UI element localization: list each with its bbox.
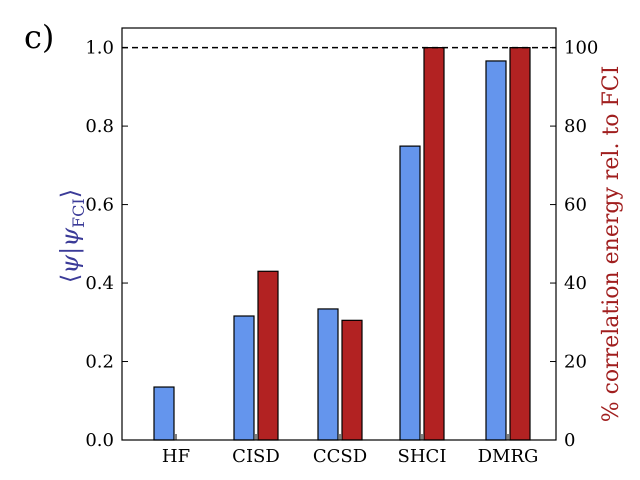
- right-tick-label: 0: [564, 430, 575, 451]
- bar-left-dmrg: [485, 60, 507, 441]
- left-axis-label-bar: |: [56, 247, 85, 255]
- x-axis-ticks: HF CISD CCSD SHCI DMRG: [162, 434, 538, 467]
- x-tick-label-cisd: CISD: [232, 446, 280, 467]
- x-tick-label-dmrg: DMRG: [478, 446, 539, 467]
- x-tick-label-ccsd: CCSD: [313, 446, 367, 467]
- bar-right-dmrg: [509, 47, 531, 441]
- left-axis-ticks: 0.0 0.2 0.4 0.6 0.8 1.0: [85, 38, 128, 451]
- left-tick-label: 1.0: [85, 38, 114, 59]
- panel-label: c): [24, 18, 54, 56]
- right-axis-label: % correlation energy rel. to FCI: [599, 66, 624, 423]
- right-tick-label: 80: [564, 116, 587, 137]
- bar-left-cisd: [233, 315, 255, 441]
- left-tick-label: 0.4: [85, 273, 114, 294]
- right-tick-label: 20: [564, 352, 587, 373]
- x-tick-label-shci: SHCI: [398, 446, 447, 467]
- left-axis-label-bra: ⟨: [56, 274, 84, 283]
- bars-left-series: [153, 60, 507, 441]
- bar-right-shci: [423, 47, 445, 441]
- right-tick-label: 100: [564, 38, 598, 59]
- bar-right-ccsd: [341, 319, 363, 441]
- bars-right-series: [257, 47, 531, 441]
- left-axis-label-psi: ψ: [56, 254, 84, 274]
- axes-frame: [121, 27, 557, 441]
- bar-left-hf: [153, 386, 175, 441]
- left-tick-label: 0.8: [85, 116, 114, 137]
- right-tick-label: 60: [564, 195, 587, 216]
- right-tick-label: 40: [564, 273, 587, 294]
- x-tick-label-hf: HF: [162, 446, 190, 467]
- left-axis-label-psi2: ψ: [56, 227, 84, 247]
- left-axis-label-ket: ⟩: [56, 189, 84, 198]
- left-axis-label-subscript: FCI: [69, 198, 88, 228]
- left-tick-label: 0.0: [85, 430, 114, 451]
- bar-left-ccsd: [317, 308, 339, 441]
- right-axis-ticks: 0 20 40 60 80 100: [550, 38, 598, 451]
- left-tick-label: 0.6: [85, 195, 114, 216]
- left-axis-label: ⟨ψ|ψFCI⟩: [56, 189, 88, 283]
- bar-right-cisd: [257, 270, 279, 441]
- bar-left-shci: [399, 145, 421, 441]
- left-tick-label: 0.2: [85, 352, 114, 373]
